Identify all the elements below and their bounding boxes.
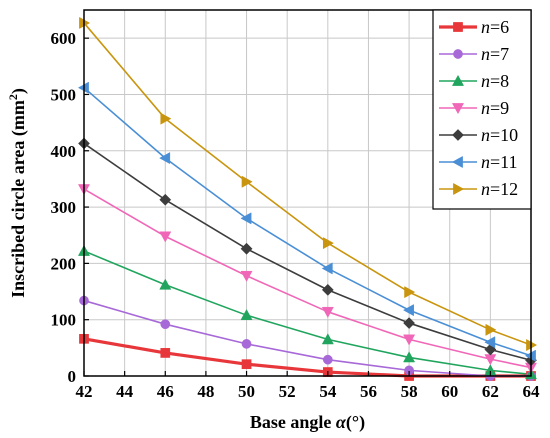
data-point-n7: [241, 339, 252, 349]
legend-label-n11: n=11: [481, 152, 517, 172]
data-point-n10: [321, 283, 334, 296]
data-point-n11: [402, 304, 414, 317]
legend-marker-n9: [451, 103, 465, 115]
data-point-n8: [403, 351, 416, 363]
data-point-n6: [241, 359, 252, 370]
data-point-n12: [241, 175, 253, 188]
data-point-n11: [484, 336, 496, 349]
data-point-n10: [403, 317, 416, 330]
x-tick-label: 50: [238, 382, 255, 401]
series-markers: [77, 16, 538, 381]
data-point-n11: [321, 262, 333, 275]
legend-box: [432, 9, 532, 210]
x-tick-label: 44: [116, 382, 134, 401]
legend-label-n7: n=7: [481, 44, 509, 64]
data-point-n9: [240, 270, 253, 282]
legend-marker-n6: [453, 22, 463, 32]
data-point-n12: [160, 112, 172, 125]
y-tick-label: 400: [51, 142, 77, 161]
legend-label-n9: n=9: [481, 98, 509, 118]
data-point-n7: [160, 319, 171, 330]
data-point-n11: [159, 152, 171, 165]
data-point-n10: [240, 242, 253, 255]
legend-marker-n8: [451, 74, 465, 86]
y-tick-label: 500: [51, 85, 77, 104]
x-tick-label: 48: [197, 382, 214, 401]
legend-marker-n12: [453, 182, 465, 196]
x-tick-label: 52: [279, 382, 296, 401]
series-line-n7: [83, 299, 531, 377]
legend: n=6 n=7 n=8 n=9 n=10 n=11 n=12: [432, 9, 532, 210]
x-tick-label: 54: [319, 382, 337, 401]
y-tick-label: 200: [51, 254, 77, 273]
data-point-n8: [240, 309, 253, 321]
y-axis-title: Inscribed circle area (mm2): [6, 88, 29, 298]
y-tick-label: 300: [51, 198, 77, 217]
y-tick-label: 0: [68, 367, 77, 386]
x-tick-label: 46: [157, 382, 174, 401]
data-point-n8: [159, 278, 172, 290]
legend-marker-n7: [453, 49, 463, 59]
legend-label-n10: n=10: [481, 125, 518, 145]
x-tick-label: 42: [76, 382, 93, 401]
data-point-n10: [159, 193, 172, 206]
data-point-n9: [159, 231, 172, 243]
data-point-n8: [321, 333, 334, 345]
legend-label-n6: n=6: [481, 17, 509, 37]
x-axis-title: Base angle α(°): [250, 412, 365, 433]
x-tick-label: 64: [523, 382, 541, 401]
legend-label-n12: n=12: [481, 179, 518, 199]
legend-marker-n11: [451, 155, 463, 169]
data-point-n12: [322, 237, 334, 250]
data-point-n12: [485, 323, 497, 336]
data-point-n11: [240, 212, 252, 225]
x-tick-label: 60: [441, 382, 458, 401]
data-point-n6: [160, 348, 171, 358]
x-tick-label: 56: [360, 382, 377, 401]
legend-label-n8: n=8: [481, 71, 509, 91]
data-point-n12: [404, 286, 416, 299]
y-tick-label: 600: [51, 29, 77, 48]
legend-marker-n10: [452, 129, 464, 141]
x-tick-label: 62: [482, 382, 499, 401]
series-line-n6: [83, 337, 531, 378]
y-tick-label: 100: [51, 311, 77, 330]
data-point-n9: [403, 334, 416, 346]
axis-ticks: 42 44 46 48 50 52 54 56 58 60 62 64 0 100 200 300 400 500…: [51, 29, 541, 401]
data-point-n7: [322, 354, 333, 365]
data-point-n9: [321, 306, 334, 318]
x-tick-label: 58: [401, 382, 418, 401]
